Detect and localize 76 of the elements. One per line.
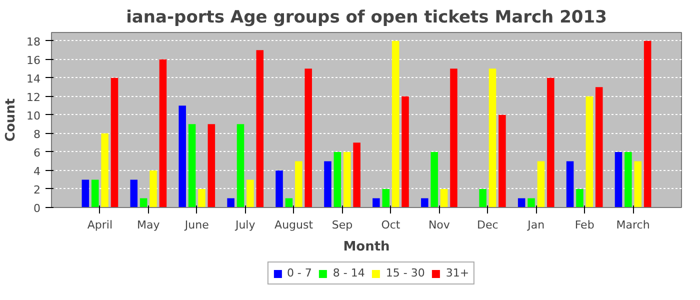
y-tick-label: 14 bbox=[26, 72, 41, 86]
bar bbox=[276, 170, 283, 208]
bar bbox=[295, 161, 302, 208]
legend-label: 31+ bbox=[446, 266, 470, 280]
x-tick-label: April bbox=[87, 218, 113, 232]
y-axis-title: Count bbox=[4, 98, 19, 142]
bar bbox=[140, 198, 148, 208]
x-tick-label: Jan bbox=[526, 218, 545, 232]
bar bbox=[188, 124, 196, 208]
bar bbox=[246, 180, 254, 208]
bar bbox=[304, 68, 312, 208]
bar bbox=[614, 152, 622, 208]
y-tick-label: 6 bbox=[34, 146, 40, 160]
bar bbox=[343, 152, 351, 208]
bar bbox=[353, 142, 360, 208]
bar bbox=[421, 198, 428, 208]
bar bbox=[198, 188, 206, 208]
legend-label: 0 - 7 bbox=[286, 266, 312, 280]
y-tick-label: 0 bbox=[34, 202, 40, 215]
legend-label: 15 - 30 bbox=[386, 266, 425, 280]
y-tick-label: 16 bbox=[26, 54, 41, 67]
bar bbox=[537, 161, 545, 208]
bar bbox=[576, 188, 584, 208]
bar bbox=[547, 78, 554, 208]
x-tick-label: March bbox=[616, 218, 650, 232]
x-tick-label: Oct bbox=[381, 218, 401, 232]
bar bbox=[334, 152, 342, 208]
bar bbox=[91, 180, 99, 208]
chart-title: iana-ports Age groups of open tickets March 2013 bbox=[126, 8, 607, 28]
x-tick-label: Dec bbox=[477, 218, 498, 232]
bar bbox=[256, 50, 264, 208]
bar bbox=[402, 96, 409, 208]
bar bbox=[372, 198, 380, 208]
bar bbox=[382, 188, 390, 208]
bar bbox=[392, 40, 400, 208]
y-tick-label: 12 bbox=[26, 90, 41, 104]
bar bbox=[227, 198, 234, 208]
y-tick-label: 8 bbox=[34, 128, 40, 141]
bar bbox=[479, 188, 486, 208]
bar bbox=[450, 68, 458, 208]
bar bbox=[624, 152, 632, 208]
bar bbox=[236, 124, 244, 208]
bar bbox=[285, 198, 293, 208]
x-tick-label: May bbox=[137, 218, 160, 232]
bar bbox=[110, 78, 118, 208]
y-tick-label: 10 bbox=[26, 109, 41, 122]
bar bbox=[208, 124, 216, 208]
x-tick-label: Feb bbox=[574, 218, 594, 232]
x-tick-label: Sep bbox=[332, 218, 353, 232]
bar bbox=[430, 152, 438, 208]
x-tick-label: Nov bbox=[428, 218, 450, 232]
bar bbox=[488, 68, 496, 208]
bar bbox=[634, 161, 642, 208]
bar bbox=[130, 180, 138, 208]
y-tick-label: 2 bbox=[34, 183, 40, 196]
bar bbox=[498, 114, 506, 208]
x-axis-title: Month bbox=[343, 240, 390, 254]
x-tick-label: July bbox=[234, 218, 256, 232]
y-tick-label: 4 bbox=[34, 164, 40, 178]
x-tick-label: June bbox=[184, 218, 210, 232]
x-tick-label: August bbox=[274, 218, 314, 232]
bar bbox=[82, 180, 90, 208]
bar bbox=[586, 96, 594, 208]
bar bbox=[644, 40, 652, 208]
bar bbox=[101, 133, 108, 208]
bar bbox=[150, 170, 157, 208]
bar bbox=[566, 161, 574, 208]
legend-label: 8 - 14 bbox=[332, 266, 365, 280]
bar bbox=[178, 106, 186, 208]
bar bbox=[159, 59, 167, 208]
bar bbox=[528, 198, 535, 208]
bar bbox=[324, 161, 332, 208]
bar bbox=[518, 198, 526, 208]
bar bbox=[595, 87, 603, 208]
bar bbox=[440, 188, 448, 208]
y-tick-label: 18 bbox=[26, 35, 41, 48]
